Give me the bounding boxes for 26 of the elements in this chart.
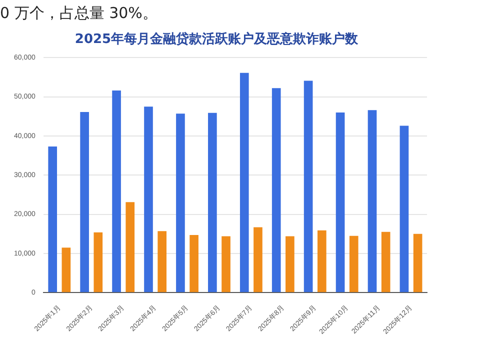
bar — [286, 236, 294, 292]
bar — [349, 236, 358, 292]
bar — [190, 235, 198, 292]
bar — [126, 202, 135, 292]
bar — [368, 110, 377, 292]
bar — [336, 112, 345, 292]
bar — [144, 106, 153, 292]
bar — [240, 72, 249, 292]
bar — [112, 90, 121, 292]
bar — [400, 126, 409, 292]
bar — [304, 80, 313, 292]
bar — [48, 146, 58, 292]
bar — [94, 232, 103, 292]
chart-title: 2025年每月金融贷款活跃账户及恶意欺诈账户数 — [74, 31, 360, 48]
bar — [413, 234, 422, 292]
bar — [222, 236, 230, 292]
bar — [317, 230, 326, 292]
bar — [272, 88, 281, 292]
text: 0 万个，占总量 30%。 — [0, 4, 158, 23]
bar — [381, 232, 390, 292]
bar — [208, 112, 217, 292]
bar — [254, 227, 262, 292]
bar — [62, 248, 71, 292]
bar — [176, 114, 185, 292]
bar — [158, 231, 166, 292]
bar — [80, 112, 89, 292]
